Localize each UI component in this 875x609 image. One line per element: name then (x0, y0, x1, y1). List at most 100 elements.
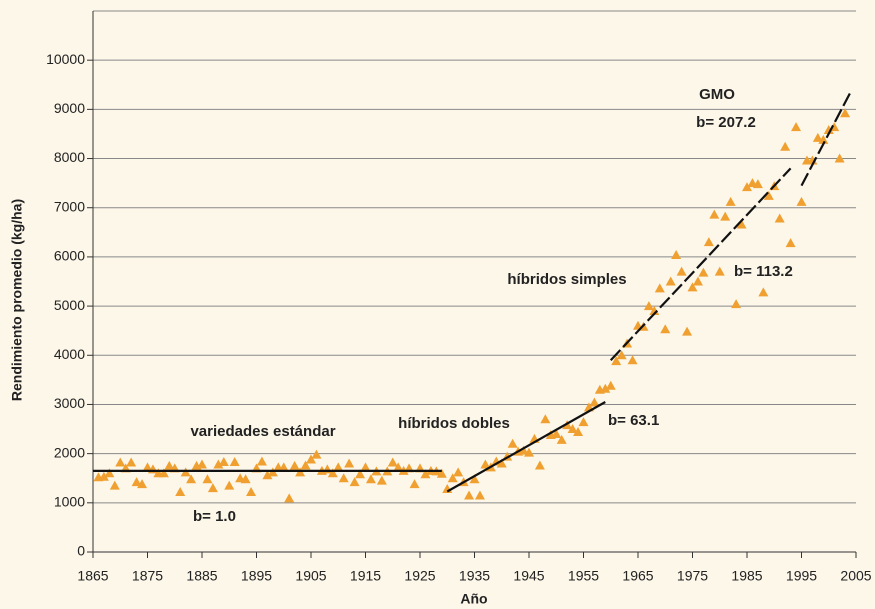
x-tick-label: 1945 (513, 568, 544, 584)
point (736, 219, 747, 229)
trend-line (446, 401, 606, 493)
y-tick-label: 1000 (54, 494, 85, 510)
y-tick-label: 2000 (54, 444, 85, 460)
x-tick-label: 1915 (350, 568, 381, 584)
point (780, 141, 791, 151)
annotation: variedades estándar (190, 423, 335, 440)
point (758, 287, 769, 297)
point (229, 456, 240, 466)
point (338, 473, 349, 483)
point (654, 283, 665, 293)
point (534, 460, 545, 470)
x-tick-label: 1975 (677, 568, 708, 584)
x-axis-label: Año (460, 591, 487, 607)
point (709, 209, 720, 219)
point (649, 306, 660, 316)
point (763, 190, 774, 200)
y-tick-label: 0 (77, 543, 85, 559)
point (246, 486, 257, 496)
point (616, 350, 627, 360)
point (278, 462, 289, 472)
point (349, 477, 360, 487)
point (109, 480, 120, 490)
y-tick-label: 4000 (54, 346, 85, 362)
y-tick-label: 5000 (54, 297, 85, 313)
point (714, 266, 725, 276)
point (360, 462, 371, 472)
point (289, 460, 300, 470)
point (600, 383, 611, 393)
point (671, 249, 682, 259)
point (98, 471, 109, 481)
point (355, 469, 366, 479)
point (551, 428, 562, 438)
annotation: b= 1.0 (193, 508, 236, 525)
point (834, 153, 845, 163)
point (687, 282, 698, 292)
point (300, 460, 311, 470)
point (126, 457, 137, 467)
point (796, 196, 807, 206)
point (589, 397, 600, 407)
point (175, 486, 186, 496)
point (365, 474, 376, 484)
point (436, 468, 447, 478)
point (218, 456, 229, 466)
x-tick-label: 2005 (840, 568, 871, 584)
point (306, 454, 316, 464)
point (731, 299, 742, 309)
point (213, 459, 224, 469)
x-tick-label: 1875 (132, 568, 163, 584)
x-tick-label: 1985 (731, 568, 762, 584)
point (186, 474, 197, 484)
point (256, 456, 267, 466)
x-tick-label: 1935 (459, 568, 490, 584)
x-tick-label: 1965 (622, 568, 653, 584)
y-tick-label: 7000 (54, 198, 85, 214)
point (524, 447, 534, 457)
annotation: híbridos dobles (398, 415, 510, 432)
point (627, 355, 638, 365)
y-tick-label: 9000 (54, 100, 85, 116)
trend-line (609, 167, 792, 361)
point (725, 196, 736, 206)
point (333, 462, 344, 472)
point (464, 490, 475, 500)
point (207, 483, 218, 493)
point (742, 182, 752, 192)
point (567, 424, 578, 434)
point (840, 108, 851, 118)
point (774, 213, 785, 223)
x-tick-label: 1895 (241, 568, 272, 584)
point (698, 267, 709, 277)
point (137, 479, 148, 489)
y-tick-label: 3000 (54, 395, 85, 411)
x-tick-label: 1885 (186, 568, 217, 584)
point (387, 457, 398, 467)
point (158, 468, 169, 478)
point (578, 417, 589, 427)
point (311, 449, 322, 459)
point (164, 460, 175, 470)
point (393, 462, 404, 472)
x-tick-label: 1865 (77, 568, 108, 584)
point (327, 468, 338, 478)
y-axis-label: Rendimiento promedio (kg/ha) (9, 199, 25, 401)
point (752, 179, 763, 189)
point (665, 276, 676, 286)
point (818, 134, 829, 144)
point (785, 238, 796, 248)
point (224, 480, 235, 490)
point (692, 276, 703, 286)
point (703, 237, 714, 247)
point (556, 434, 567, 444)
point (573, 426, 584, 436)
point (611, 356, 622, 366)
point (660, 324, 671, 334)
annotation: híbridos simples (507, 271, 626, 288)
point (284, 493, 295, 503)
point (115, 457, 126, 467)
point (453, 467, 464, 477)
point (682, 326, 693, 336)
x-tick-label: 1925 (404, 568, 435, 584)
